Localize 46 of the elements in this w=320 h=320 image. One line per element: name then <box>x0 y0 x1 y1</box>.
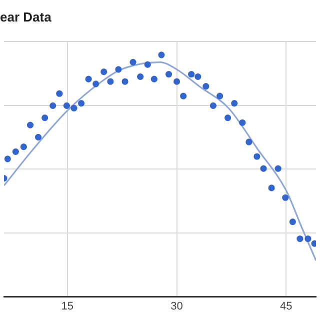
point <box>50 102 56 110</box>
point <box>231 100 238 107</box>
point <box>246 138 252 146</box>
point <box>210 102 217 110</box>
point <box>100 68 108 76</box>
point <box>150 76 158 82</box>
x-tick-label: 45 <box>280 300 292 312</box>
point <box>194 73 202 80</box>
point <box>92 80 100 88</box>
point <box>130 58 136 66</box>
point <box>42 114 48 122</box>
point <box>224 114 232 122</box>
point <box>180 92 187 100</box>
point <box>85 76 92 82</box>
point <box>122 78 128 85</box>
point <box>268 184 275 192</box>
point <box>26 122 34 128</box>
point <box>239 119 246 126</box>
point <box>78 100 85 107</box>
point <box>274 165 282 172</box>
chart-title: ear Data <box>0 9 52 24</box>
point <box>107 78 114 85</box>
point <box>56 90 63 97</box>
point <box>260 165 267 172</box>
point <box>216 92 224 100</box>
point <box>12 148 19 155</box>
point <box>202 83 210 90</box>
point <box>158 52 165 58</box>
point <box>165 70 172 78</box>
x-tick-label: 15 <box>61 300 74 312</box>
point <box>304 235 312 242</box>
point <box>173 78 180 85</box>
point <box>254 153 260 160</box>
point <box>144 61 151 68</box>
point <box>188 70 195 78</box>
point <box>63 102 70 110</box>
point <box>34 134 42 140</box>
point <box>282 194 289 201</box>
point <box>289 218 296 226</box>
point <box>137 73 144 80</box>
point <box>4 156 11 162</box>
point <box>20 144 27 150</box>
x-tick-label: 30 <box>170 300 183 312</box>
point <box>70 104 78 112</box>
point <box>115 66 122 73</box>
point <box>296 235 304 242</box>
